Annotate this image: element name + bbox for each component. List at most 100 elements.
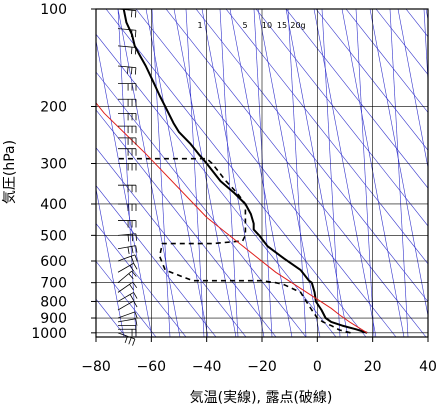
dry-adiabat bbox=[96, 222, 187, 337]
wind-barb-staff bbox=[117, 292, 134, 302]
x-tick-label: −80 bbox=[81, 359, 111, 375]
moist-adiabat bbox=[397, 9, 428, 170]
trace-layer bbox=[96, 9, 368, 334]
x-tick-label: 0 bbox=[313, 359, 322, 375]
y-tick-label: 1000 bbox=[31, 326, 67, 342]
wind-barb bbox=[117, 65, 137, 75]
wind-barb bbox=[118, 125, 137, 134]
wind-barb-flag bbox=[134, 30, 137, 38]
dewpoint-line bbox=[118, 157, 351, 334]
moist-adiabat bbox=[96, 187, 125, 337]
dry-adiabat bbox=[96, 33, 337, 337]
wind-barb bbox=[117, 28, 137, 38]
mixing-ratio-line bbox=[423, 9, 428, 88]
wind-barb-staff bbox=[117, 45, 136, 48]
wind-barb-flag bbox=[133, 263, 138, 270]
wind-barb-staff bbox=[117, 311, 136, 319]
y-tick-label: 500 bbox=[40, 228, 67, 244]
wind-barb bbox=[118, 148, 137, 156]
dry-adiabat bbox=[96, 147, 247, 337]
y-tick-label: 200 bbox=[40, 99, 67, 115]
wind-barb-staff bbox=[117, 318, 136, 323]
moist-adiabat bbox=[313, 9, 377, 337]
mixing-ratio-line bbox=[151, 9, 171, 337]
wind-barb-staff bbox=[117, 233, 136, 236]
wind-barb bbox=[117, 245, 138, 254]
x-axis-label: 気温(実線), 露点(破線) bbox=[190, 390, 333, 406]
dry-adiabat bbox=[96, 71, 307, 337]
wind-barb-flag bbox=[127, 234, 130, 242]
moist-adiabat bbox=[145, 9, 209, 337]
wind-barb-flag bbox=[134, 10, 137, 18]
wind-barb bbox=[117, 233, 137, 242]
moist-adiabat bbox=[96, 39, 153, 337]
dry-adiabat bbox=[195, 9, 428, 303]
wind-barb bbox=[117, 8, 137, 18]
mixing-ratio-label: 15 bbox=[277, 21, 287, 30]
mixing-ratio-line bbox=[253, 9, 273, 337]
wind-barb-staff bbox=[117, 262, 134, 273]
mixing-ratio-line bbox=[389, 9, 409, 337]
wind-barb bbox=[117, 254, 138, 263]
wind-barb bbox=[118, 163, 137, 171]
wind-barb-flag bbox=[128, 273, 134, 280]
wind-barb-flag bbox=[135, 318, 138, 326]
dry-adiabat bbox=[96, 260, 157, 337]
wind-barb-staff bbox=[117, 300, 134, 311]
dry-adiabat bbox=[375, 9, 428, 76]
wind-barb bbox=[118, 203, 137, 211]
dry-adiabat bbox=[96, 185, 217, 337]
wind-barb-flag bbox=[135, 245, 138, 253]
wind-barb-flag bbox=[132, 338, 136, 346]
x-tick-label: 20 bbox=[364, 359, 382, 375]
wind-barb-flag bbox=[134, 47, 137, 55]
x-axis-ticks: −80 −60 −40 −20 0 20 40 bbox=[81, 337, 436, 375]
moist-adiabat bbox=[341, 9, 405, 337]
moist-adiabat bbox=[285, 9, 349, 337]
wind-barb-staff bbox=[117, 270, 133, 283]
mixing-ratio-labels: 1 5 10 15 20g bbox=[197, 21, 305, 30]
temperature-line bbox=[122, 9, 368, 334]
mixing-ratio-line bbox=[219, 9, 239, 337]
wind-barb bbox=[118, 98, 137, 107]
wind-barb-staff bbox=[117, 281, 133, 293]
wind-barb-flag bbox=[127, 246, 130, 254]
mixing-ratio-line bbox=[185, 9, 205, 337]
dry-adiabat bbox=[135, 9, 397, 337]
wind-barb-flag bbox=[130, 67, 133, 75]
wind-barb-staff bbox=[117, 65, 136, 68]
wind-barb bbox=[118, 112, 137, 121]
wind-barb bbox=[118, 325, 137, 333]
y-axis-label: 気圧(hPa) bbox=[2, 140, 18, 204]
moist-adiabat bbox=[117, 9, 181, 337]
dry-adiabat bbox=[255, 9, 428, 227]
wind-barb-flag bbox=[131, 246, 134, 254]
wind-barb-flag bbox=[132, 281, 138, 289]
wind-barb bbox=[117, 270, 137, 283]
grid-lines bbox=[95, 8, 429, 337]
mixing-ratio-line bbox=[355, 9, 375, 337]
y-tick-label: 800 bbox=[40, 294, 67, 310]
moist-adiabat bbox=[201, 9, 265, 337]
wind-barb-staff bbox=[117, 28, 136, 31]
wind-barb-flag bbox=[128, 337, 132, 345]
mixing-ratio-line bbox=[287, 9, 307, 337]
wind-barb-flag bbox=[129, 284, 134, 291]
y-tick-label: 100 bbox=[40, 2, 67, 18]
wind-barb-flag bbox=[134, 67, 137, 75]
dry-adiabat bbox=[405, 9, 428, 38]
wind-barb bbox=[117, 300, 138, 311]
wind-barb bbox=[117, 262, 138, 273]
dry-adiabat bbox=[285, 9, 428, 189]
wind-barb-flag bbox=[130, 29, 133, 37]
wind-barb-flag bbox=[134, 311, 138, 319]
dry-adiabat bbox=[345, 9, 428, 113]
wind-barb bbox=[118, 184, 137, 193]
mixing-ratio-label: 10 bbox=[262, 21, 272, 30]
wind-barb bbox=[118, 220, 137, 228]
wind-barb-flag bbox=[129, 265, 135, 272]
wind-barb-flag bbox=[131, 234, 133, 242]
wind-barb bbox=[117, 281, 138, 293]
